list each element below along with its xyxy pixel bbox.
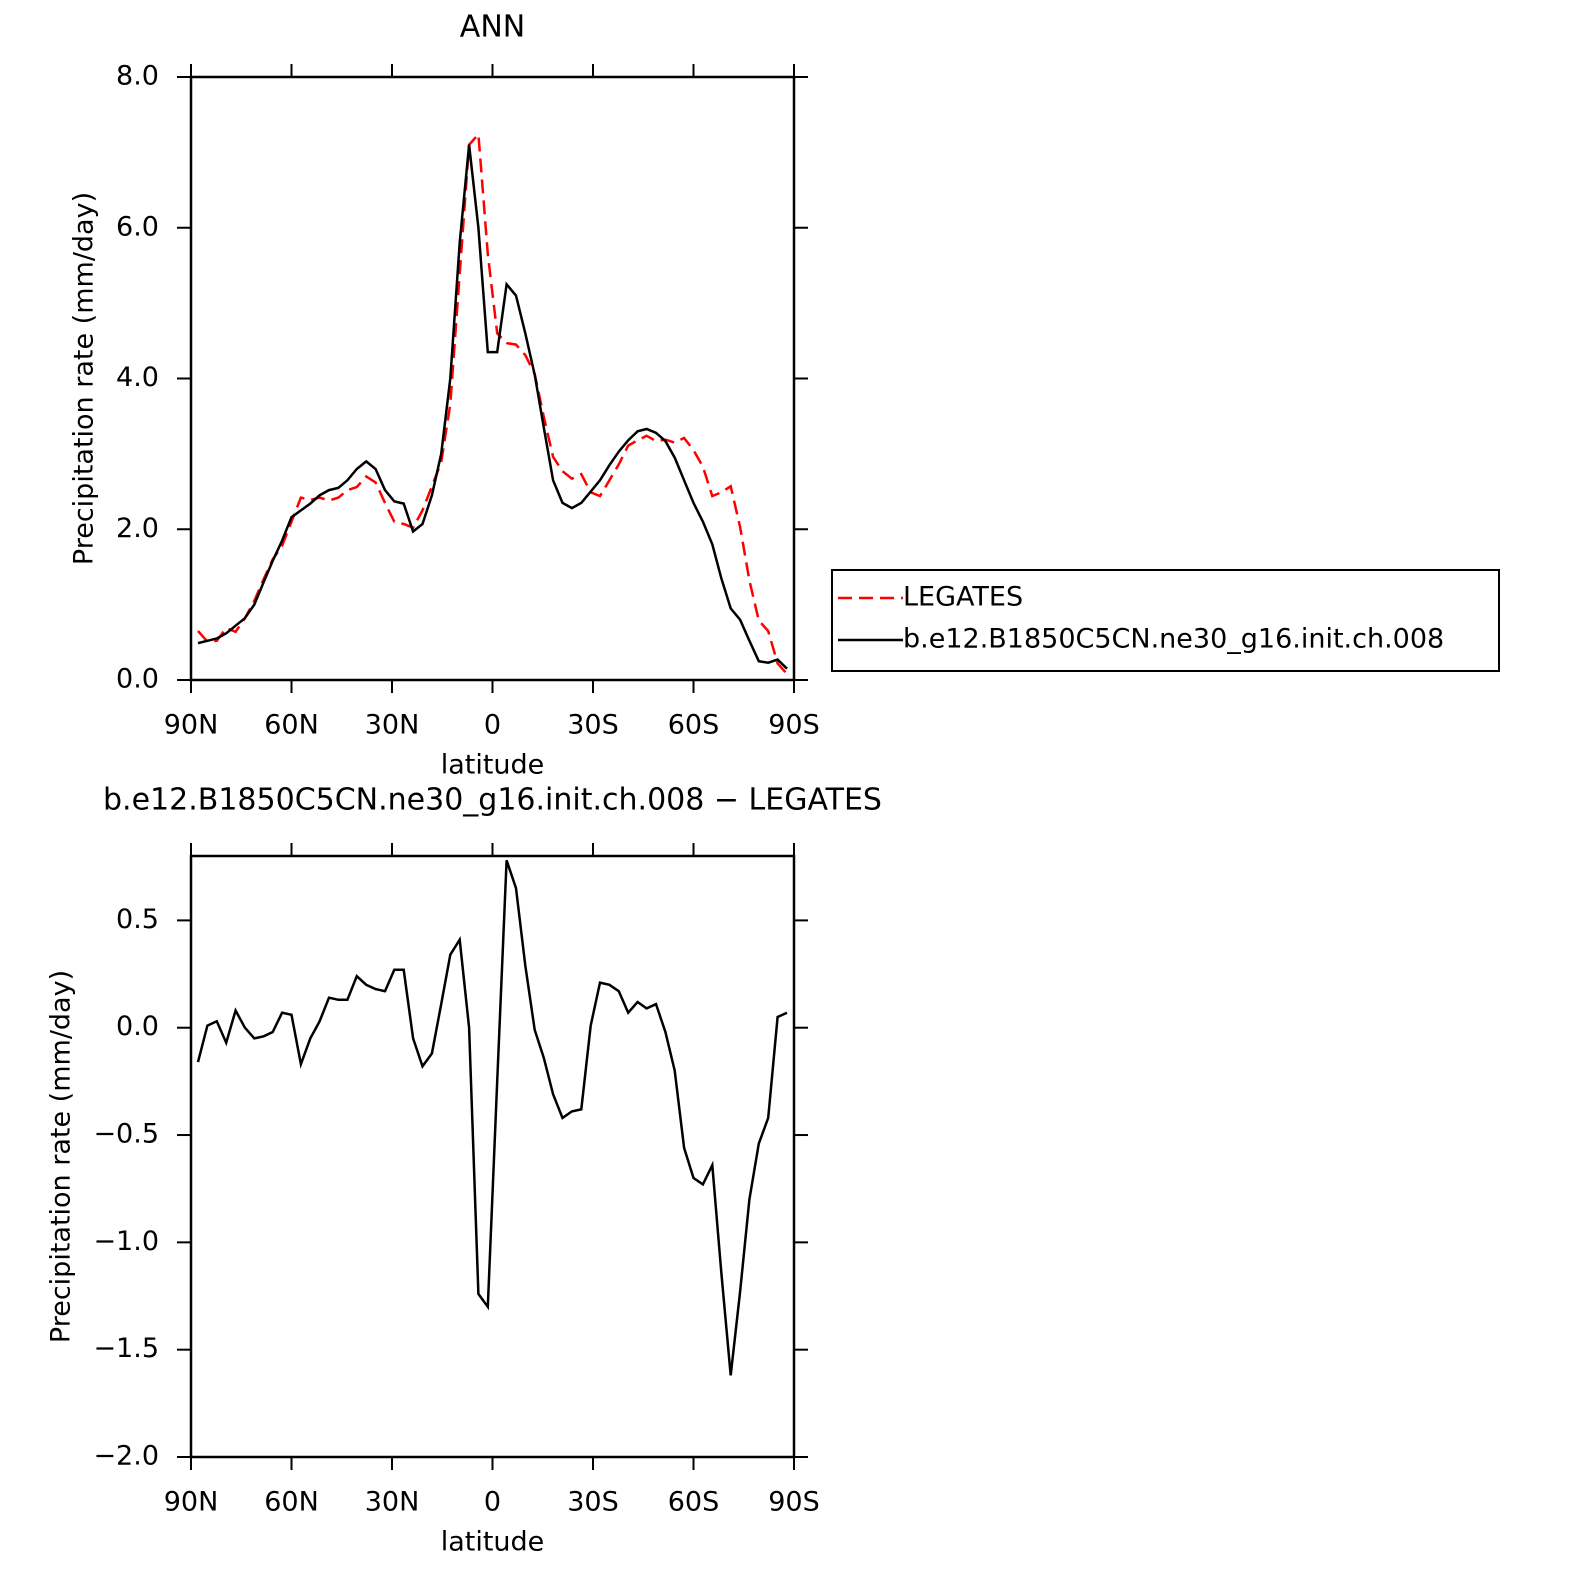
y-tick-label: −0.5 bbox=[93, 1119, 159, 1150]
x-tick-label: 90N bbox=[164, 710, 219, 741]
chart-title: b.e12.B1850C5CN.ne30_g16.init.ch.008 − L… bbox=[103, 783, 882, 818]
x-tick-label: 90S bbox=[768, 1487, 820, 1518]
x-axis-label: latitude bbox=[441, 1527, 545, 1558]
x-tick-label: 60N bbox=[264, 1487, 319, 1518]
y-tick-label: 0.5 bbox=[116, 904, 159, 935]
data-line bbox=[197, 131, 788, 675]
x-tick-label: 30N bbox=[365, 710, 420, 741]
y-tick-label: 2.0 bbox=[116, 513, 159, 544]
y-tick-label: 0.0 bbox=[116, 664, 159, 695]
x-tick-label: 30N bbox=[365, 1487, 420, 1518]
x-axis-label: latitude bbox=[441, 750, 545, 781]
y-tick-label: 8.0 bbox=[116, 61, 159, 92]
plot-frame bbox=[189, 75, 796, 682]
chart-title: ANN bbox=[460, 10, 525, 45]
y-tick-label: 4.0 bbox=[116, 362, 159, 393]
legend-label: b.e12.B1850C5CN.ne30_g16.init.ch.008 bbox=[903, 624, 1444, 655]
data-line bbox=[196, 859, 788, 1376]
y-axis-label: Precipitation rate (mm/day) bbox=[46, 970, 77, 1343]
x-tick-label: 30S bbox=[567, 1487, 619, 1518]
y-tick-label: 0.0 bbox=[116, 1011, 159, 1042]
x-tick-label: 90N bbox=[164, 1487, 219, 1518]
x-tick-label: 0 bbox=[484, 710, 501, 741]
y-axis-label: Precipitation rate (mm/day) bbox=[69, 192, 100, 565]
legend-box bbox=[831, 569, 1500, 672]
y-tick-label: −1.5 bbox=[93, 1333, 159, 1364]
y-tick-label: −2.0 bbox=[93, 1441, 159, 1472]
plot-frame bbox=[189, 854, 796, 1459]
x-tick-label: 60N bbox=[264, 710, 319, 741]
y-tick-label: 6.0 bbox=[116, 211, 159, 242]
x-tick-label: 60S bbox=[668, 1487, 720, 1518]
data-line bbox=[197, 144, 788, 670]
x-tick-label: 90S bbox=[768, 710, 820, 741]
y-tick-label: −1.0 bbox=[93, 1226, 159, 1257]
x-tick-label: 30S bbox=[567, 710, 619, 741]
x-tick-label: 60S bbox=[668, 710, 720, 741]
legend-label: LEGATES bbox=[903, 582, 1023, 613]
x-tick-label: 0 bbox=[484, 1487, 501, 1518]
